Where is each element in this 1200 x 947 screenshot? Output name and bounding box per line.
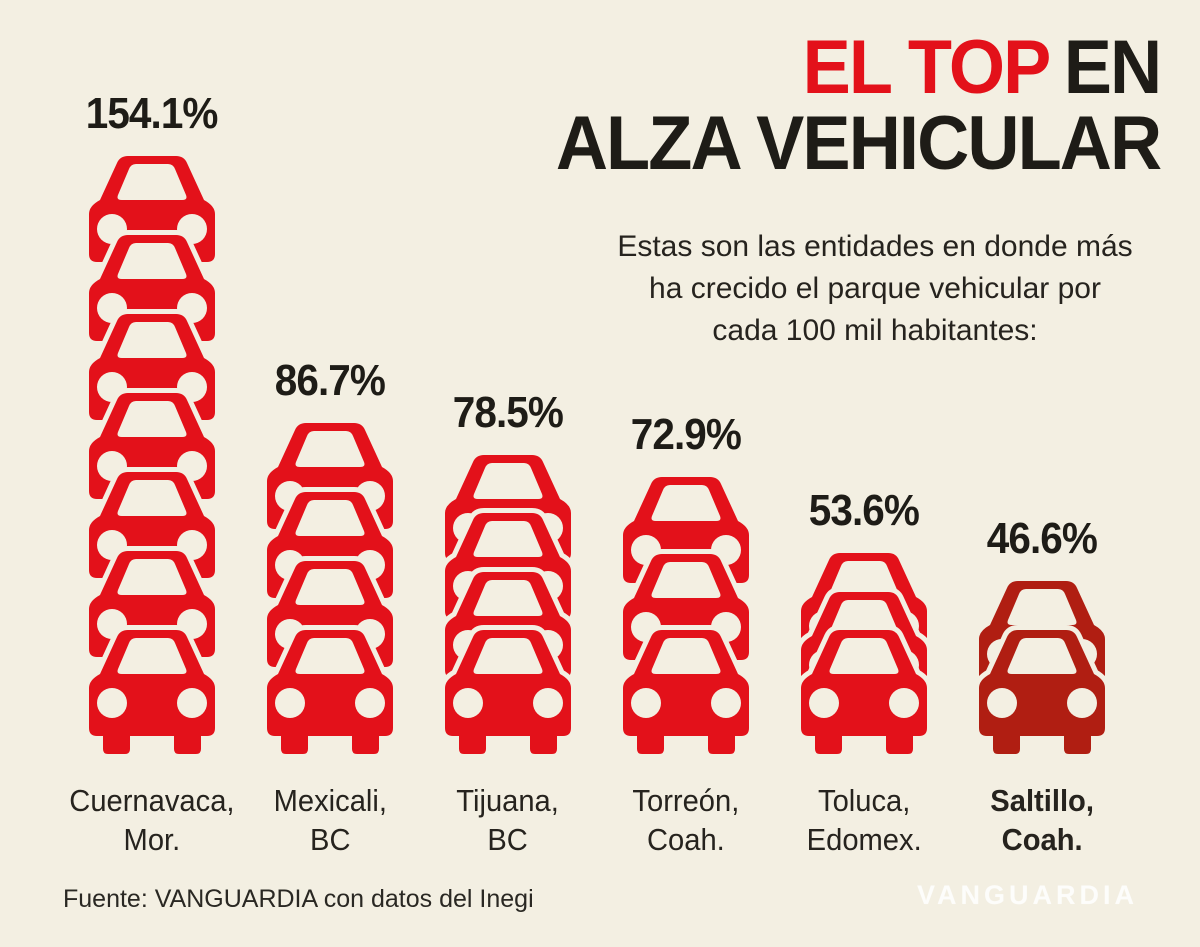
category-label-line: Coah. [647, 822, 725, 858]
category-label: Saltillo, Coah. [990, 781, 1094, 860]
car-icon [623, 630, 749, 754]
car-icon [801, 630, 927, 754]
car-stack [775, 547, 953, 759]
car-stack-chart: 154.1% Cuernavaca, Mor. 86.7% Mexicali, BC 78.… [63, 0, 1131, 860]
category-label-line: Toluca, [817, 782, 911, 818]
category-label: Toluca, Edomex. [806, 781, 921, 860]
title-accent: EL TOP [802, 25, 1051, 110]
subtitle-line-3: cada 100 mil habitantes: [712, 314, 1038, 347]
value-label: 86.7% [274, 355, 386, 405]
car-icon [445, 630, 571, 754]
category-label-line: Saltillo, [990, 782, 1094, 818]
car-stack [597, 471, 775, 759]
vanguardia-watermark: VANGUARDIA [917, 880, 1138, 910]
chart-column-5: 53.6% Toluca, Edomex. [775, 485, 953, 860]
title-line-2: ALZA VEHICULAR [555, 101, 1162, 186]
chart-column-1: 154.1% Cuernavaca, Mor. [63, 88, 241, 860]
subtitle-line-1: Estas son las entidades en donde más [617, 230, 1133, 263]
car-icon [89, 630, 215, 754]
category-label: Torreón, Coah. [633, 781, 740, 860]
chart-subtitle: Estas son las entidades en donde más ha … [555, 226, 1195, 352]
value-label: 53.6% [808, 485, 920, 535]
category-label: Cuernavaca, Mor. [69, 781, 234, 860]
category-label-line: BC [309, 822, 351, 858]
title-line-1: EL TOP EN [556, 30, 1162, 106]
chart-column-4: 72.9% Torreón, Coah. [597, 409, 775, 860]
category-label-line: Mor. [123, 822, 181, 858]
category-label-line: Cuernavaca, [69, 782, 235, 818]
category-label-line: Torreón, [632, 782, 740, 818]
chart-column-2: 86.7% Mexicali, BC [241, 355, 419, 860]
value-label: 154.1% [86, 88, 219, 138]
category-label-line: Edomex. [806, 822, 922, 858]
category-label-line: Tijuana, [456, 782, 560, 818]
category-label: Tijuana, BC [457, 781, 560, 860]
category-label-line: Mexicali, [273, 782, 387, 818]
car-icon [979, 630, 1105, 754]
car-stack [419, 449, 597, 759]
page-title: EL TOP EN ALZA VEHICULAR [524, 30, 1162, 186]
subtitle-line-2: ha crecido el parque vehicular por [649, 272, 1101, 305]
car-icon [267, 630, 393, 754]
title-rest: EN [1063, 25, 1162, 110]
source-note: Fuente: VANGUARDIA con datos del Inegi [63, 885, 534, 913]
category-label: Mexicali, BC [273, 781, 386, 860]
chart-column-6: 46.6% Saltillo, Coah. [953, 513, 1131, 860]
car-stack [953, 575, 1131, 759]
category-label-line: BC [487, 822, 529, 858]
value-label: 72.9% [630, 409, 742, 459]
car-stack [241, 417, 419, 759]
category-label-line: Coah. [1001, 822, 1083, 858]
value-label: 78.5% [452, 387, 564, 437]
chart-column-3: 78.5% Tijuana, BC [419, 387, 597, 860]
car-stack [63, 150, 241, 759]
value-label: 46.6% [986, 513, 1098, 563]
